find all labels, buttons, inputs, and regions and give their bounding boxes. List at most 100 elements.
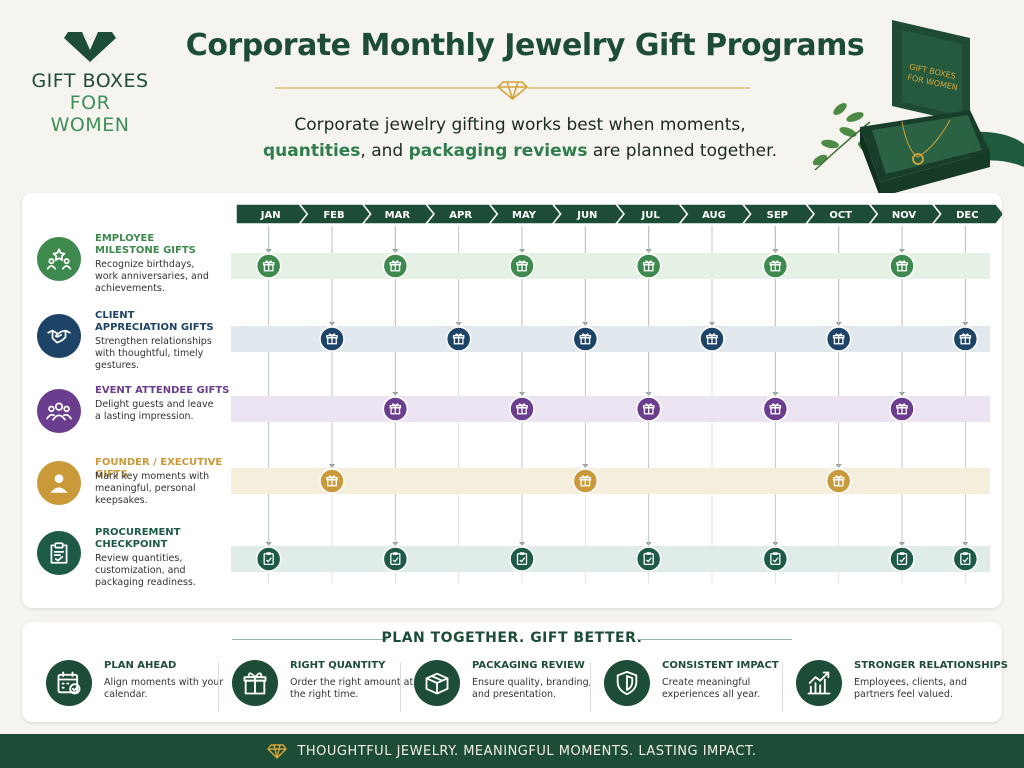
month-label: NOV	[892, 210, 917, 221]
tip-title: RIGHT QUANTITY	[290, 660, 386, 671]
month-label: MAY	[512, 210, 537, 221]
row-label-3: EVENT ATTENDEE GIFTS Delight guests and l…	[37, 385, 232, 455]
row-band	[231, 253, 990, 279]
gift-marker-may	[509, 396, 535, 422]
tip-description: Employees, clients, and partners feel va…	[854, 677, 967, 700]
gift-marker-jan	[255, 253, 282, 279]
tip-title: STRONGER RELATIONSHIPS	[854, 660, 1008, 671]
row-title-line: APPRECIATION GIFTS	[95, 322, 214, 333]
gift-calendar-panel: JAN FEB MAR APR MAY JUN JUL AUG SEP OCT NOV DEC EMP…	[22, 193, 1002, 608]
month-header-sep: SEP	[741, 203, 815, 225]
plan-heading: PLAN TOGETHER. GIFT BETTER.	[381, 630, 643, 646]
timeline-row-4	[231, 468, 990, 494]
tip-title: CONSISTENT IMPACT	[662, 660, 779, 671]
row-title: EMPLOYEE MILESTONE GIFTS	[95, 233, 245, 257]
month-label: DEC	[956, 210, 978, 221]
tip-stronger-relationships: STRONGER RELATIONSHIPS Employees, clients…	[796, 658, 1008, 713]
gift-marker-apr	[445, 326, 472, 352]
tip-right-quantity: RIGHT QUANTITY Order the right amount at …	[232, 658, 417, 713]
diamond-icon	[267, 744, 288, 759]
row-description: Strengthen relationships with thoughtful…	[95, 336, 212, 371]
month-header-dec: DEC	[931, 203, 1002, 225]
month-header-may: MAY	[487, 203, 562, 225]
clipboard-icon	[37, 531, 81, 575]
month-label: AUG	[702, 210, 726, 221]
checkpoint-marker-sep	[762, 546, 789, 572]
month-header-mar: MAR	[361, 203, 435, 225]
row-label-1: EMPLOYEE MILESTONE GIFTS Recognize birthda…	[37, 233, 232, 303]
month-label: OCT	[829, 210, 852, 221]
tip-packaging-review: PACKAGING REVIEW Ensure quality, branding…	[414, 658, 599, 713]
gift-marker-jul	[635, 253, 662, 279]
row-description: Review quantities, customization, and pa…	[95, 553, 196, 588]
gift-marker-may	[509, 253, 535, 279]
subtitle-text: Corporate jewelry gifting works best whe…	[294, 115, 746, 135]
title-divider	[275, 81, 750, 100]
month-header-oct: OCT	[804, 203, 879, 225]
row-title-line: PROCUREMENT	[95, 527, 181, 538]
month-label: JUN	[576, 210, 597, 221]
checkpoint-marker-nov	[889, 546, 915, 572]
heart-logo-icon	[64, 32, 116, 62]
brand-logo: GIFT BOXES FOR WOMEN	[30, 28, 150, 136]
month-label: APR	[449, 210, 472, 221]
month-header-nov: NOV	[867, 203, 942, 225]
row-title: EVENT ATTENDEE GIFTS	[95, 385, 245, 397]
checkpoint-marker-jan	[255, 546, 282, 572]
row-title: PROCUREMENT CHECKPOINT	[95, 527, 245, 551]
checkpoint-marker-mar	[382, 546, 409, 572]
row-title-line: MILESTONE GIFTS	[95, 245, 196, 256]
brand-line1: GIFT BOXES	[31, 70, 149, 92]
row-title-line: FOUNDER / EXECUTIVE GIFTS	[95, 457, 223, 480]
tip-separator	[590, 662, 591, 712]
row-title-line: CHECKPOINT	[95, 539, 168, 550]
tip-title: PLAN AHEAD	[104, 660, 177, 671]
gift-marker-dec	[952, 326, 979, 352]
row-band	[231, 326, 990, 352]
calendar-icon	[46, 660, 92, 706]
row-title-line: EVENT ATTENDEE GIFTS	[95, 385, 230, 396]
gift-marker-jun	[572, 326, 599, 352]
timeline-row-5	[231, 546, 990, 572]
month-label: MAR	[385, 210, 411, 221]
tip-consistent-impact: CONSISTENT IMPACT Create meaningful exper…	[604, 658, 789, 713]
row-description: Delight guests and leave a lasting impre…	[95, 399, 214, 422]
gift-marker-feb	[319, 326, 345, 352]
tip-separator	[218, 662, 219, 712]
month-header-aug: AUG	[677, 203, 752, 225]
timeline-row-2	[231, 326, 990, 352]
gift-timeline: JAN FEB MAR APR MAY JUN JUL AUG SEP OCT NOV DEC	[231, 203, 1002, 583]
row-band	[231, 468, 990, 494]
row-title: CLIENT APPRECIATION GIFTS	[95, 310, 245, 334]
jewelry-box-image: GIFT BOXES FOR WOMEN	[812, 20, 1024, 197]
tip-description: Align moments with your calendar.	[104, 677, 224, 700]
subtitle-text: , and	[360, 141, 409, 161]
gift-marker-sep	[762, 396, 789, 422]
row-label-4: FOUNDER / EXECUTIVE GIFTS Mark key moment…	[37, 457, 232, 527]
subtitle-highlight: quantities	[263, 141, 361, 161]
growth-chart-icon	[796, 660, 842, 706]
diamond-icon	[496, 81, 529, 100]
timeline-row-3	[231, 396, 990, 422]
tip-description: Order the right amount at the right time…	[290, 677, 414, 700]
page-title: Corporate Monthly Jewelry Gift Programs	[185, 28, 865, 63]
month-header-feb: FEB	[297, 203, 372, 225]
footer-bar: THOUGHTFUL JEWELRY. MEANINGFUL MOMENTS. …	[0, 734, 1024, 768]
row-title-line: CLIENT	[95, 310, 135, 321]
star-people-icon	[37, 237, 81, 281]
plan-divider-left	[232, 639, 387, 640]
month-header-apr: APR	[424, 203, 499, 225]
gift-icon	[232, 660, 278, 706]
row-title-line: EMPLOYEE	[95, 233, 155, 244]
row-label-2: CLIENT APPRECIATION GIFTS Strengthen relat…	[37, 310, 232, 380]
row-title: FOUNDER / EXECUTIVE GIFTS	[95, 457, 245, 481]
brand-line2: FOR WOMEN	[50, 92, 130, 136]
subtitle: Corporate jewelry gifting works best whe…	[240, 112, 800, 164]
month-header-jul: JUL	[614, 203, 689, 225]
gift-marker-oct	[825, 326, 852, 352]
plan-divider-right	[637, 639, 792, 640]
tip-separator	[782, 662, 783, 712]
row-description: Recognize birthdays, work anniversaries,…	[95, 259, 209, 294]
box-icon	[414, 660, 460, 706]
person-icon	[37, 461, 81, 505]
